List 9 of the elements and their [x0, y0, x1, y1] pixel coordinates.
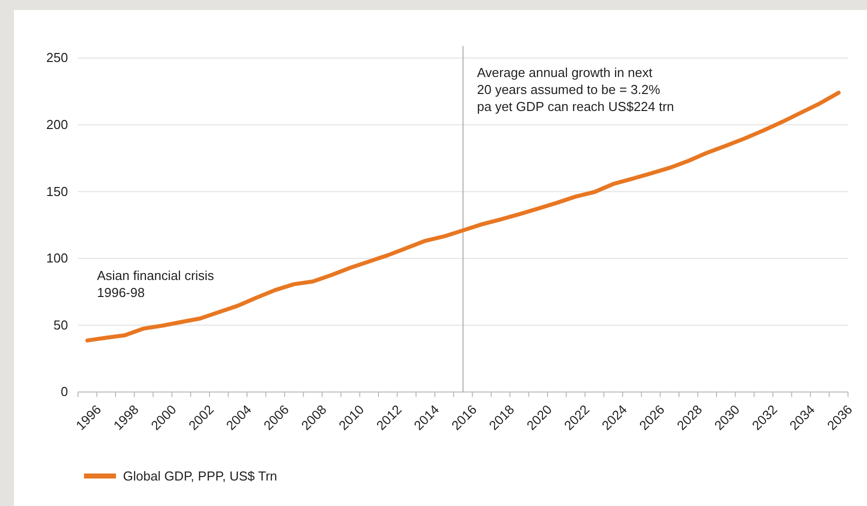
y-tick-label: 150 — [46, 184, 68, 199]
y-tick-label: 100 — [46, 250, 68, 266]
y-tick-label: 50 — [54, 317, 68, 332]
y-tick-label: 0 — [60, 384, 68, 400]
annotation: Asian financial crisis 1996-98 — [97, 268, 215, 300]
annotation: Average annual growth in next 20 years assumed to be = 3.2% pa yet GDP can reach US$224 trn — [477, 65, 674, 114]
y-tick-label: 250 — [46, 50, 68, 66]
y-tick-label: 200 — [46, 116, 68, 132]
legend-label: Global GDP, PPP, US$ Trn — [123, 468, 278, 484]
